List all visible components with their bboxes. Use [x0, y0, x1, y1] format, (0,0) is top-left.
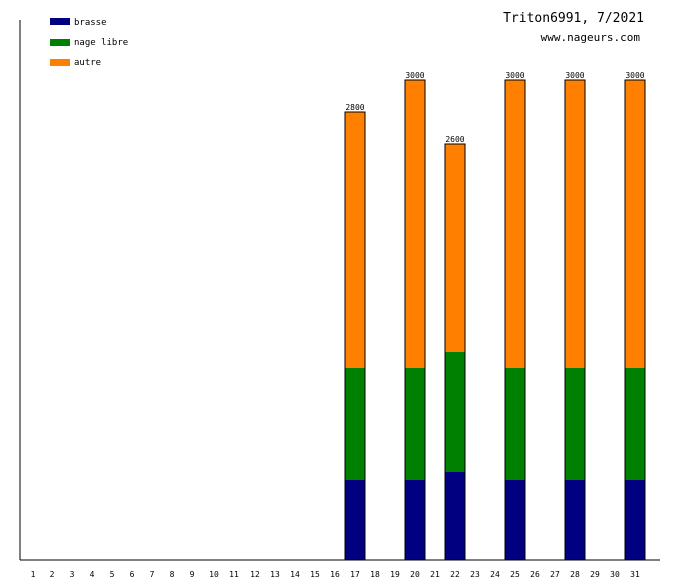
bar-segment-nage-libre	[345, 368, 365, 480]
x-tick-label: 21	[430, 570, 440, 579]
x-tick-label: 10	[209, 570, 219, 579]
bar-segment-brasse	[445, 472, 465, 560]
x-tick-label: 3	[70, 570, 75, 579]
legend: brasse nage libre autre	[50, 18, 128, 68]
x-tick-label: 27	[550, 570, 560, 579]
x-tick-label: 26	[530, 570, 540, 579]
bar-segment-autre	[565, 80, 585, 368]
x-tick-label: 22	[450, 570, 460, 579]
bar-segment-autre	[405, 80, 425, 368]
legend-label-nage-libre: nage libre	[74, 38, 128, 48]
bar-total-label: 3000	[565, 71, 584, 80]
bar-segment-nage-libre	[565, 368, 585, 480]
x-tick-label: 8	[170, 570, 175, 579]
x-tick-label: 20	[410, 570, 420, 579]
x-tick-label: 15	[310, 570, 320, 579]
bar-segment-brasse	[345, 480, 365, 560]
x-tick-label: 17	[350, 570, 360, 579]
bar-segment-brasse	[505, 480, 525, 560]
chart-subtitle: www.nageurs.com	[541, 31, 641, 44]
bar-total-label: 3000	[625, 71, 644, 80]
x-tick-label: 9	[190, 570, 195, 579]
x-tick-label: 14	[290, 570, 300, 579]
legend-label-autre: autre	[74, 58, 101, 68]
x-tick-label: 5	[110, 570, 115, 579]
bar-total-label: 2600	[445, 135, 464, 144]
x-tick-label: 12	[250, 570, 260, 579]
x-tick-labels: 1 2 3 4 5 6 7 8 9 10 11 12 13 14 15 16 17 18 19 20 21 22 23 24 2…	[31, 570, 640, 579]
x-tick-label: 24	[490, 570, 500, 579]
bar-outline	[344, 111, 366, 561]
legend-label-brasse: brasse	[74, 18, 107, 28]
x-tick-label: 29	[590, 570, 600, 579]
x-tick-label: 7	[150, 570, 155, 579]
legend-swatch-nage-libre	[50, 39, 70, 46]
legend-swatch-autre	[50, 59, 70, 66]
bar-segment-nage-libre	[505, 368, 525, 480]
x-tick-label: 11	[229, 570, 239, 579]
x-tick-label: 16	[330, 570, 340, 579]
bar-segment-brasse	[565, 480, 585, 560]
bar-outline	[404, 79, 426, 561]
x-tick-label: 25	[510, 570, 520, 579]
bar-total-label: 3000	[405, 71, 424, 80]
legend-swatch-brasse	[50, 18, 70, 25]
bar-total-label: 3000	[505, 71, 524, 80]
x-tick-label: 18	[370, 570, 380, 579]
bar-outline	[444, 143, 466, 561]
bar-segment-autre	[505, 80, 525, 368]
bar-segment-autre	[345, 112, 365, 368]
bar-total-label: 2800	[345, 103, 364, 112]
bar-outline	[504, 79, 526, 561]
bars-group: 2800 3000 2600 3000 3000 3000	[344, 71, 646, 561]
bar-segment-autre	[625, 80, 645, 368]
x-tick-label: 2	[50, 570, 55, 579]
bar-outline	[624, 79, 646, 561]
chart-title: Triton6991, 7/2021	[503, 11, 644, 26]
bar-segment-nage-libre	[625, 368, 645, 480]
x-tick-label: 6	[130, 570, 135, 579]
x-tick-label: 19	[390, 570, 400, 579]
x-tick-label: 30	[610, 570, 620, 579]
bar-segment-nage-libre	[445, 352, 465, 472]
bar-outline	[564, 79, 586, 561]
x-tick-label: 1	[31, 570, 36, 579]
bar-segment-brasse	[405, 480, 425, 560]
bar-segment-nage-libre	[405, 368, 425, 480]
x-tick-label: 4	[90, 570, 95, 579]
x-tick-label: 31	[630, 570, 640, 579]
bar-segment-brasse	[625, 480, 645, 560]
x-tick-label: 23	[470, 570, 480, 579]
x-tick-label: 28	[570, 570, 580, 579]
bar-segment-autre	[445, 144, 465, 352]
x-tick-label: 13	[270, 570, 280, 579]
